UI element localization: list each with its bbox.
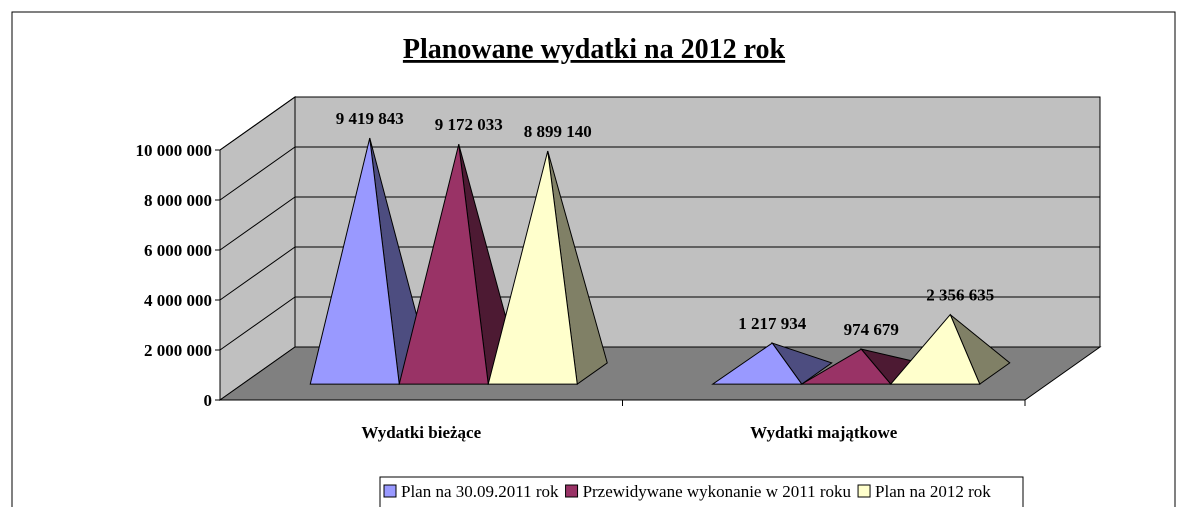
legend	[379, 476, 1024, 507]
grid-line	[219, 96, 1100, 151]
legend-label: Plan na 2012 rok	[875, 482, 991, 501]
pyramid	[309, 137, 400, 385]
value-label: 9 172 033	[435, 115, 503, 134]
grid-line	[219, 196, 1100, 251]
x-tick-label: Wydatki majątkowe	[750, 423, 898, 442]
pyramid	[398, 144, 489, 385]
chart-title: Planowane wydatki na 2012 rok	[403, 34, 786, 65]
value-label: 8 899 140	[524, 122, 592, 141]
y-tick-label: 4 000 000	[144, 291, 212, 310]
legend-swatch	[383, 484, 397, 498]
value-label: 1 217 934	[738, 314, 807, 333]
legend-items: Plan na 30.09.2011 rok Przewidywane wykon…	[383, 482, 991, 501]
pyramid	[889, 313, 981, 385]
value-label: 974 679	[844, 320, 899, 339]
y-tick-label: 10 000 000	[136, 141, 213, 160]
pyramid	[711, 342, 803, 385]
x-tick-label: Wydatki bieżące	[361, 423, 481, 442]
y-tick-label: 2 000 000	[144, 341, 212, 360]
grid-line	[219, 146, 1100, 201]
value-label: 9 419 843	[336, 109, 404, 128]
legend-label: Przewidywane wykonanie w 2011 roku	[583, 482, 852, 501]
plot-area: 0 2 000 000 4 000 000 6 000 000 8 000 000 10 …	[136, 96, 1102, 442]
pyramid	[487, 150, 578, 385]
back-wall	[294, 96, 1101, 348]
legend-swatch	[857, 484, 871, 498]
value-label: 2 356 635	[926, 286, 994, 305]
grid-line	[219, 246, 1100, 301]
grid-line	[219, 296, 1100, 351]
y-tick-label: 6 000 000	[144, 241, 212, 260]
legend-swatch	[565, 484, 579, 498]
pyramid	[799, 348, 892, 385]
legend-label: Plan na 30.09.2011 rok	[401, 482, 559, 501]
y-tick-label: 8 000 000	[144, 191, 212, 210]
y-tick-label: 0	[204, 391, 213, 410]
chart-frame	[11, 11, 1176, 507]
